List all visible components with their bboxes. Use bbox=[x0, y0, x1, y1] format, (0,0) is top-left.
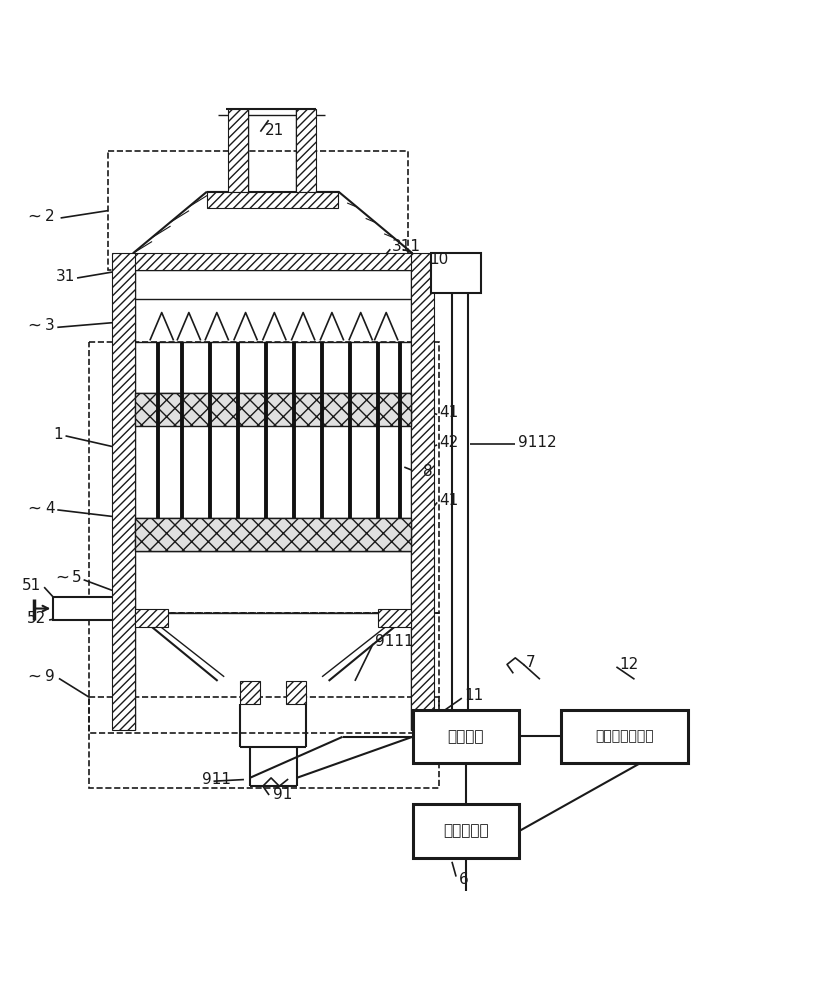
Text: 臭氧浓度检测器: 臭氧浓度检测器 bbox=[595, 729, 653, 743]
Bar bbox=[89, 697, 439, 788]
Bar bbox=[295, 109, 316, 192]
Bar bbox=[133, 253, 412, 270]
Bar bbox=[431, 253, 481, 293]
Text: 6: 6 bbox=[459, 872, 469, 887]
Text: 41: 41 bbox=[440, 405, 459, 420]
Bar bbox=[108, 151, 408, 270]
Bar bbox=[240, 681, 261, 704]
Text: ~: ~ bbox=[54, 568, 68, 586]
Text: 9111: 9111 bbox=[375, 634, 414, 649]
Text: 31: 31 bbox=[56, 269, 75, 284]
Bar bbox=[378, 609, 411, 627]
Bar bbox=[412, 710, 520, 763]
Bar bbox=[228, 109, 248, 192]
Bar bbox=[560, 710, 688, 763]
Bar bbox=[412, 804, 520, 858]
Text: 2: 2 bbox=[45, 209, 54, 224]
Bar bbox=[53, 597, 135, 620]
Text: 911: 911 bbox=[202, 772, 231, 787]
Text: 91: 91 bbox=[273, 787, 292, 802]
Text: ~: ~ bbox=[27, 207, 41, 225]
Bar bbox=[207, 192, 338, 208]
Text: 4: 4 bbox=[45, 501, 54, 516]
Text: 52: 52 bbox=[27, 611, 46, 626]
Text: 9112: 9112 bbox=[518, 435, 556, 450]
Text: 12: 12 bbox=[620, 657, 639, 672]
Bar bbox=[135, 518, 411, 551]
Text: 9: 9 bbox=[45, 669, 54, 684]
Text: 水供应槽: 水供应槽 bbox=[448, 729, 484, 744]
Text: 8: 8 bbox=[423, 464, 433, 479]
Text: 7: 7 bbox=[526, 655, 535, 670]
Text: 21: 21 bbox=[265, 123, 284, 138]
Text: 41: 41 bbox=[440, 493, 459, 508]
Bar bbox=[135, 609, 168, 627]
Bar bbox=[135, 393, 411, 426]
Text: 42: 42 bbox=[440, 435, 459, 450]
Bar bbox=[411, 253, 434, 730]
Bar bbox=[112, 253, 135, 730]
Text: 10: 10 bbox=[429, 252, 448, 267]
Text: ~: ~ bbox=[27, 317, 41, 335]
Text: ~: ~ bbox=[27, 668, 41, 686]
Bar bbox=[286, 681, 306, 704]
Text: 311: 311 bbox=[392, 239, 421, 254]
Text: 臭氧发生器: 臭氧发生器 bbox=[443, 823, 488, 838]
Text: 3: 3 bbox=[45, 318, 54, 333]
Text: 1: 1 bbox=[54, 427, 63, 442]
Text: 51: 51 bbox=[21, 578, 41, 593]
Bar bbox=[89, 342, 439, 613]
Text: 11: 11 bbox=[464, 688, 483, 703]
Bar bbox=[89, 613, 439, 733]
Text: ~: ~ bbox=[27, 499, 41, 517]
Text: 5: 5 bbox=[72, 570, 82, 585]
